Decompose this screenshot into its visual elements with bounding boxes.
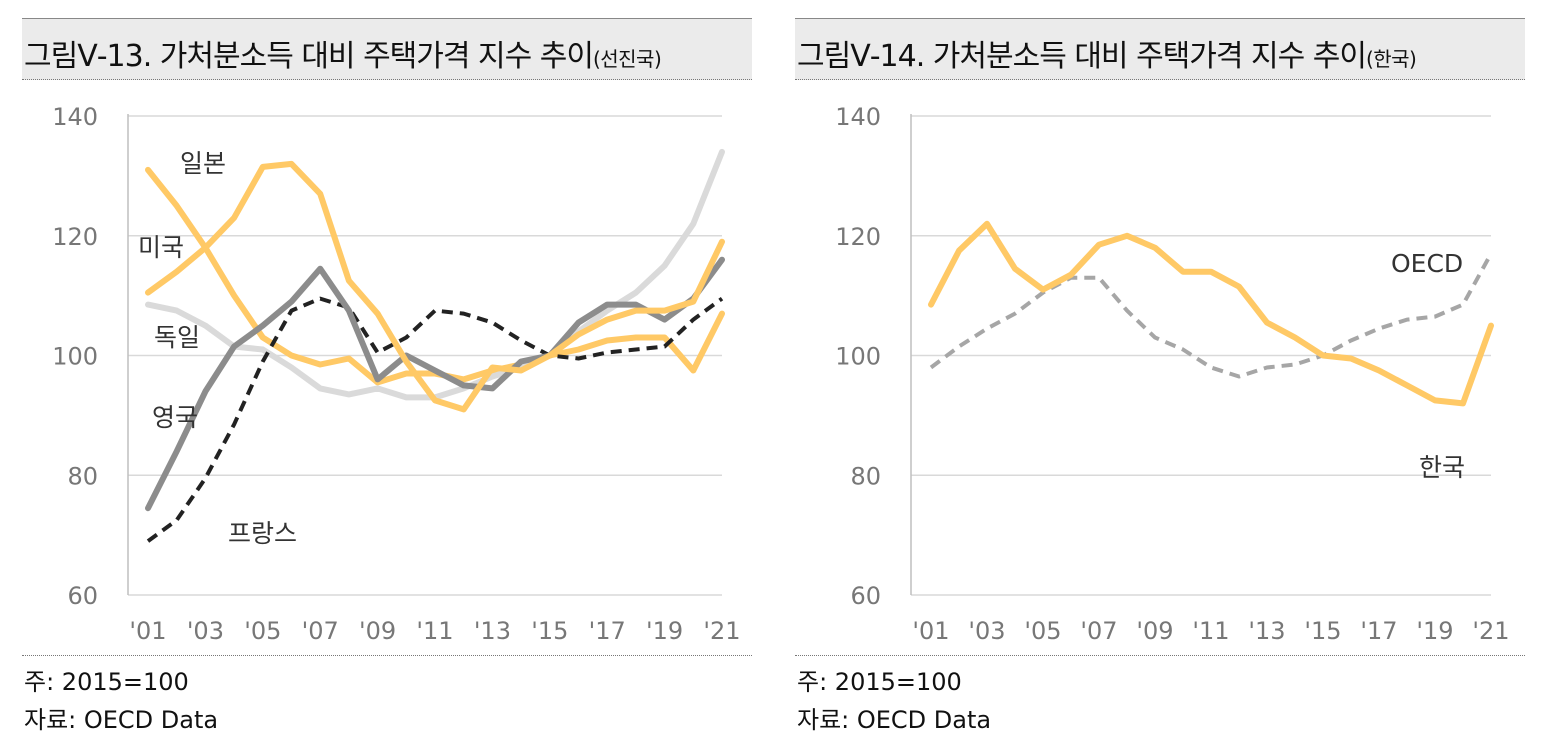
y-tick-label: 100 xyxy=(52,343,98,371)
series-line-OECD xyxy=(929,252,1493,379)
x-tick-label: '15 xyxy=(531,617,568,645)
x-tick-label: '19 xyxy=(646,617,683,645)
x-tick-label: '11 xyxy=(416,617,453,645)
y-tick-label: 80 xyxy=(67,462,98,490)
series-label: OECD xyxy=(1391,249,1463,278)
chart-source: 자료: OECD Data xyxy=(24,706,219,734)
x-tick-label: '21 xyxy=(703,617,740,645)
series-line-프랑스 xyxy=(146,296,724,543)
x-tick-label: '09 xyxy=(1136,617,1173,645)
footer-divider xyxy=(795,655,1525,656)
chart-title: 그림Ⅴ-13. 가처분소득 대비 주택가격 지수 추이(선진국) xyxy=(24,39,662,74)
y-tick-label: 80 xyxy=(850,462,881,490)
x-tick-label: '17 xyxy=(589,617,626,645)
series-label: 프랑스 xyxy=(228,519,297,548)
y-tick-label: 140 xyxy=(52,103,98,131)
series-line-미국 xyxy=(145,160,725,413)
chart-title: 그림Ⅴ-14. 가처분소득 대비 주택가격 지수 추이(한국) xyxy=(797,39,1417,74)
series-line-한국 xyxy=(928,220,1494,407)
chart-title-bar: 그림Ⅴ-13. 가처분소득 대비 주택가격 지수 추이(선진국) xyxy=(22,18,752,80)
line-chart-advanced-countries: 60 80 100 120 140 '01 '03 '05 '07 '09 '11 '13 '15 '17… xyxy=(22,90,752,650)
x-tick-label: '05 xyxy=(244,617,281,645)
chart-svg: 60 80 100 120 140 '01 '03 '05 '07 '09 '11 '13 '15 '17… xyxy=(835,103,1509,645)
x-tick-label: '15 xyxy=(1304,617,1341,645)
x-tick-label: '09 xyxy=(359,617,396,645)
x-tick-label: '03 xyxy=(187,617,224,645)
y-tick-label: 120 xyxy=(52,223,98,251)
chart-title-bar: 그림Ⅴ-14. 가처분소득 대비 주택가격 지수 추이(한국) xyxy=(795,18,1525,80)
x-tick-label: '05 xyxy=(1024,617,1061,645)
series-line-영국 xyxy=(145,256,725,512)
y-tick-label: 140 xyxy=(835,103,881,131)
series-label: 미국 xyxy=(138,233,184,262)
series-line-독일 xyxy=(145,148,725,401)
chart-panel-14: 그림Ⅴ-14. 가처분소득 대비 주택가격 지수 추이(한국) 60 80 100 1… xyxy=(795,0,1525,748)
y-tick-label: 60 xyxy=(850,582,881,610)
x-tick-label: '17 xyxy=(1360,617,1397,645)
x-tick-label: '07 xyxy=(302,617,339,645)
chart-panel-13: 그림Ⅴ-13. 가처분소득 대비 주택가격 지수 추이(선진국) 60 80 100… xyxy=(22,0,752,748)
series-label: 일본 xyxy=(180,149,226,178)
chart-source: 자료: OECD Data xyxy=(797,706,992,734)
y-tick-label: 120 xyxy=(835,223,881,251)
chart-note: 주: 2015=100 xyxy=(797,668,962,696)
x-tick-label: '01 xyxy=(129,617,166,645)
x-tick-label: '07 xyxy=(1080,617,1117,645)
x-tick-label: '13 xyxy=(474,617,511,645)
series-label: 한국 xyxy=(1419,453,1465,482)
chart-svg: 60 80 100 120 140 '01 '03 '05 '07 '09 '11 '13 '15 '17… xyxy=(52,103,740,645)
x-tick-label: '21 xyxy=(1472,617,1509,645)
y-tick-label: 100 xyxy=(835,343,881,371)
footer-divider xyxy=(22,655,752,656)
x-tick-label: '13 xyxy=(1248,617,1285,645)
chart-title-suffix: (선진국) xyxy=(592,47,662,71)
x-tick-label: '11 xyxy=(1192,617,1229,645)
y-tick-label: 60 xyxy=(67,582,98,610)
line-chart-korea: 60 80 100 120 140 '01 '03 '05 '07 '09 '11 '13 '15 '17… xyxy=(795,90,1525,650)
x-tick-label: '01 xyxy=(912,617,949,645)
series-label: 영국 xyxy=(152,403,198,432)
x-tick-label: '19 xyxy=(1416,617,1453,645)
chart-title-suffix: (한국) xyxy=(1365,47,1417,71)
chart-note: 주: 2015=100 xyxy=(24,668,189,696)
series-label: 독일 xyxy=(154,323,200,352)
x-tick-label: '03 xyxy=(968,617,1005,645)
